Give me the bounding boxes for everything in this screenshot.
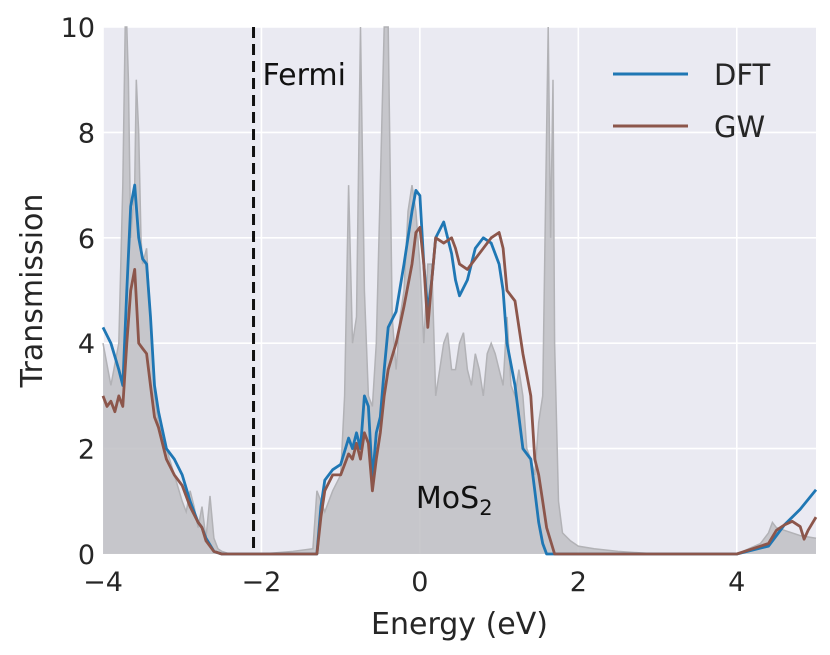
series-lines: [101, 183, 818, 556]
y-tick-label-3: 6: [78, 224, 95, 255]
series-line-gw: [101, 225, 818, 556]
fermi-label: Fermi: [263, 58, 346, 93]
y-tick-label-2: 4: [78, 329, 95, 360]
y-tick-label-0: 0: [78, 540, 95, 571]
material-label-main: MoS: [416, 481, 479, 516]
y-axis-label: Transmission: [15, 194, 50, 389]
x-tick-label-1: −2: [242, 567, 282, 598]
x-tick-label-4: 4: [728, 567, 745, 598]
y-tick-label-1: 2: [78, 435, 95, 466]
y-axis-ticks: 0 2 4 6 8 10: [61, 13, 95, 571]
y-tick-label-5: 10: [61, 13, 95, 44]
legend-label-gw: GW: [714, 110, 765, 144]
x-tick-label-0: −4: [83, 567, 123, 598]
legend: DFT GW: [613, 58, 771, 144]
y-tick-label-4: 8: [78, 118, 95, 149]
x-axis-ticks: −4 −2 0 2 4: [83, 567, 745, 598]
series-line-dft: [101, 183, 818, 556]
x-tick-label-3: 2: [570, 567, 587, 598]
legend-label-dft: DFT: [714, 58, 771, 92]
x-axis-label: Energy (eV): [371, 607, 548, 642]
material-label: MoS2: [416, 481, 493, 520]
dos-fill: [103, 27, 816, 554]
material-label-subscript: 2: [479, 496, 492, 520]
x-tick-label-2: 0: [411, 567, 428, 598]
